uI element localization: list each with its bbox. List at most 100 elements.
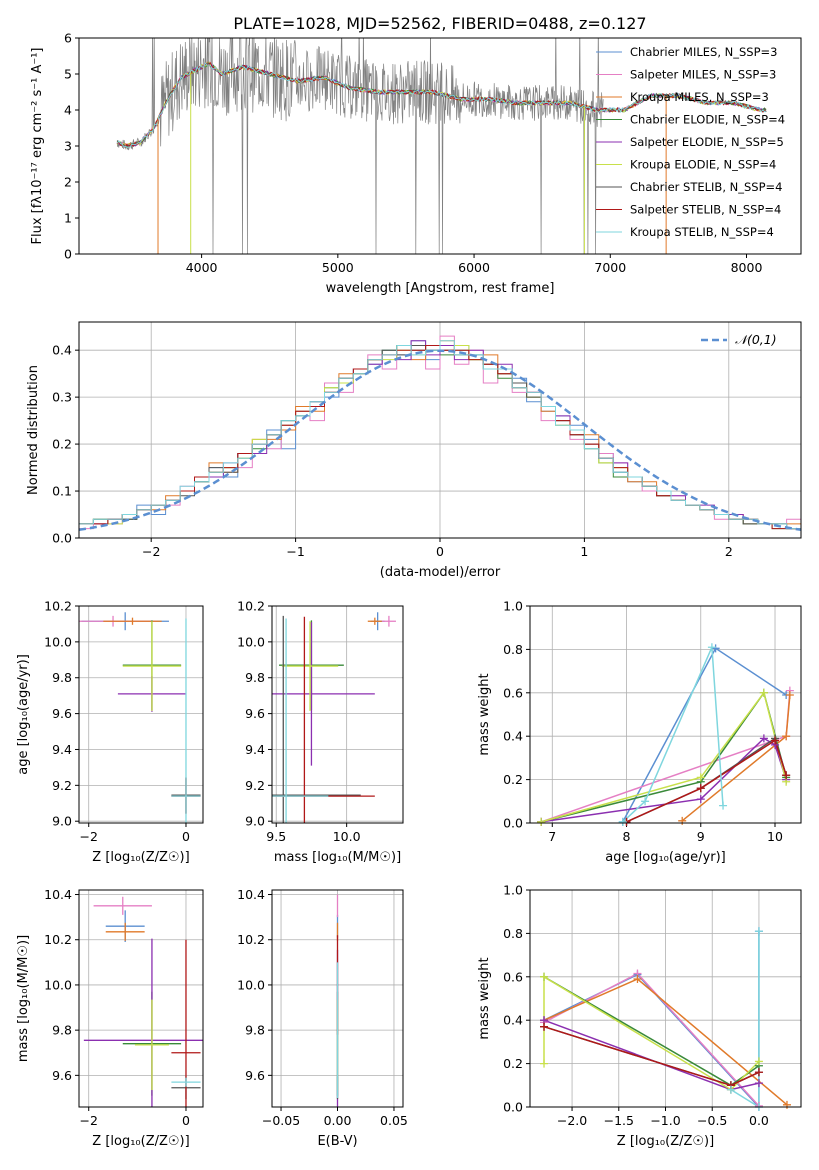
y-tick-label: 10.0	[44, 977, 72, 992]
weight-marker	[540, 1022, 549, 1031]
x-tick-label: −1.5	[604, 1113, 634, 1128]
y-tick-label: 0.0	[503, 816, 523, 831]
figure-title: PLATE=1028, MJD=52562, FIBERID=0488, z=0…	[233, 14, 646, 33]
y-tick-label: 9.2	[52, 778, 72, 793]
weight-marker	[696, 795, 705, 804]
panel-residuals: −2 −1 0 1 2 0.0 0.1 0.2 0.3 0.4 (data-model)/error…	[26, 321, 802, 580]
y-axis-label: mass weight	[477, 957, 492, 1039]
x-tick-label: 0.0	[749, 1113, 769, 1128]
y-tick-label: 9.0	[52, 814, 72, 829]
y-tick-label: 9.8	[245, 670, 265, 685]
plot-area	[272, 612, 396, 823]
x-axis-label: E(B-V)	[317, 1134, 357, 1149]
y-tick-label: 10.0	[237, 634, 265, 649]
y-tick-label: 0.8	[503, 642, 523, 657]
weight-marker	[719, 801, 728, 810]
y-axis-label: Normed distribution	[26, 365, 41, 495]
weight-marker	[782, 732, 791, 741]
y-tick-label: 10.2	[237, 932, 265, 947]
y-tick-label: 0	[64, 247, 72, 262]
x-tick-label: −2	[80, 829, 98, 844]
y-tick-label: 9.2	[245, 778, 265, 793]
panel-age-vs-Z: −2 0 9.0 9.2 9.4 9.6 9.8 10.0 10.2 Z [log₁₀(Z/Z☉)…	[16, 599, 204, 865]
model-line	[116, 62, 767, 148]
panel-mass-vs-Z: −2 0 9.6 9.8 10.0 10.2 10.4 Z [log₁₀(Z/Z☉)] mass…	[16, 887, 204, 1149]
y-tick-label: 0.6	[503, 969, 523, 984]
y-tick-label: 10.2	[237, 599, 265, 614]
y-tick-label: 0.2	[503, 772, 523, 787]
y-tick-label: 10.2	[44, 932, 72, 947]
weight-marker	[633, 974, 642, 983]
x-tick-label: 7	[548, 829, 556, 844]
y-tick-label: 2	[64, 175, 72, 190]
y-tick-label: 0.4	[52, 343, 72, 358]
weight-marker	[641, 797, 650, 806]
weight-marker	[711, 644, 720, 653]
x-tick-label: 8000	[731, 260, 763, 275]
plot-area	[79, 612, 201, 823]
axes-frame	[529, 889, 802, 1108]
plot-area	[83, 896, 203, 1107]
spectrum-data	[116, 38, 604, 254]
weight-marker	[785, 690, 794, 699]
weight-marker	[754, 1057, 763, 1066]
y-tick-label: 0.4	[503, 1013, 523, 1028]
weight-marker	[707, 643, 716, 652]
y-tick-label: 9.8	[52, 670, 72, 685]
y-tick-label: 10.4	[237, 887, 265, 902]
histogram-series	[79, 345, 801, 530]
plot-area	[540, 646, 791, 823]
y-tick-label: 10.2	[44, 599, 72, 614]
weight-marker	[696, 784, 705, 793]
panel-mass-vs-ebv: −0.05 0.00 0.05 9.6 9.8 10.0 10.2 10.4 E(B-V)	[237, 887, 408, 1149]
x-axis-label: Z [log₁₀(Z/Z☉)]	[92, 850, 189, 865]
histogram-series	[79, 345, 801, 530]
weight-line	[543, 1025, 760, 1087]
legend-label: Salpeter STELIB, N_SSP=4	[630, 203, 781, 217]
x-tick-label: 10.0	[333, 829, 361, 844]
y-tick-label: 9.0	[245, 814, 265, 829]
y-tick-label: 5	[64, 67, 72, 82]
legend-label: Chabrier ELODIE, N_SSP=4	[630, 113, 785, 127]
y-axis-label: mass [log₁₀(M/M☉)]	[16, 935, 31, 1062]
y-axis-label: age [log₁₀(age/yr)]	[16, 654, 31, 775]
weight-marker	[771, 736, 780, 745]
x-tick-label: 7000	[594, 260, 626, 275]
y-tick-label: 4	[64, 103, 72, 118]
y-tick-label: 0.6	[503, 685, 523, 700]
weight-line	[730, 931, 760, 1107]
legend-label: 𝒩(0,1)	[735, 332, 777, 347]
weight-line	[543, 1025, 760, 1087]
weight-line	[622, 646, 724, 823]
weight-marker	[540, 1059, 549, 1068]
weight-marker	[759, 734, 768, 743]
y-tick-label: 1.0	[503, 883, 523, 898]
y-tick-label: 0.2	[52, 437, 72, 452]
axes-frame	[78, 37, 802, 255]
legend-label: Kroupa STELIB, N_SSP=4	[630, 225, 774, 239]
x-tick-label: −2	[142, 544, 160, 559]
y-tick-label: 9.4	[52, 742, 72, 757]
histogram-series	[79, 340, 801, 530]
weight-marker	[759, 688, 768, 697]
x-tick-label: 8	[623, 829, 631, 844]
y-axis-label: mass weight	[477, 673, 492, 755]
y-tick-label: 0.3	[52, 390, 72, 405]
legend-label: Salpeter ELODIE, N_SSP=5	[630, 135, 784, 149]
x-tick-label: 2	[725, 544, 733, 559]
x-tick-label: −2	[80, 1113, 98, 1128]
x-tick-label: 10	[767, 829, 783, 844]
y-tick-label: 9.8	[52, 1023, 72, 1038]
panel-weight-vs-age: 7 8 9 10 0.0 0.2 0.4 0.6 0.8 1.0 age [log₁₀(age/yr…	[477, 599, 802, 865]
x-tick-label: 9.5	[266, 829, 286, 844]
axes-frame	[78, 321, 802, 539]
weight-marker	[754, 1079, 763, 1088]
legend-label: Chabrier MILES, N_SSP=3	[630, 45, 777, 59]
y-tick-label: 0.2	[503, 1056, 523, 1071]
y-tick-label: 9.6	[245, 1068, 265, 1083]
x-tick-label: 0	[436, 544, 444, 559]
weight-marker	[618, 817, 627, 826]
y-tick-label: 10.4	[44, 887, 72, 902]
x-tick-label: 5000	[322, 260, 354, 275]
axes-frame	[529, 605, 802, 824]
